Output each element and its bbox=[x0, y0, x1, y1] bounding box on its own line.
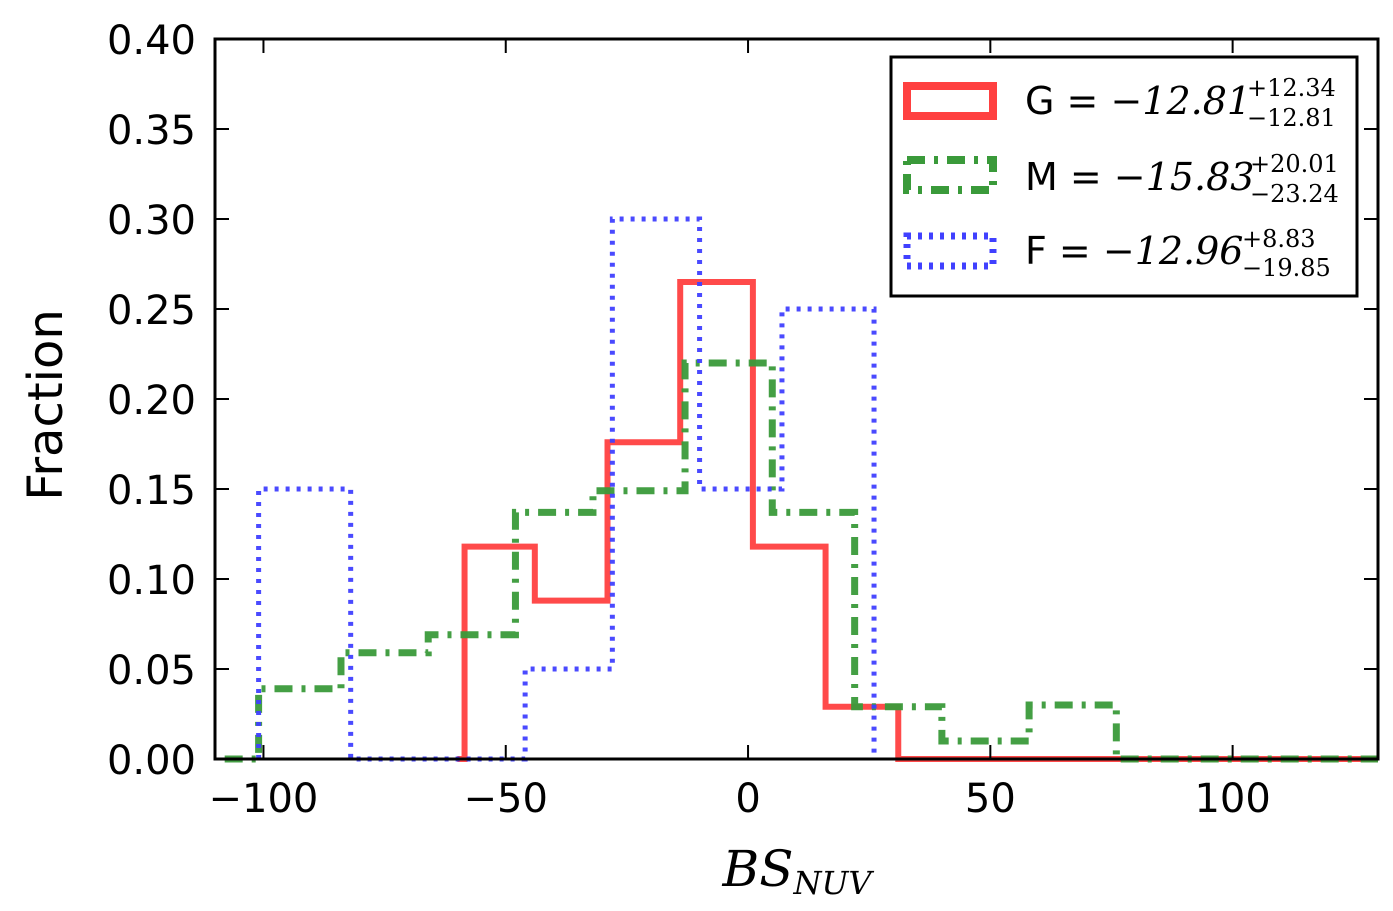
x-tick-label: 0 bbox=[735, 776, 760, 822]
legend-entry-g: G = −12.81 +12.34 −12.81 bbox=[903, 74, 1336, 132]
y-tick-label: 0.40 bbox=[107, 18, 196, 64]
y-tick-label: 0.20 bbox=[107, 378, 196, 424]
x-tick-label: 50 bbox=[965, 776, 1016, 822]
x-axis-label-subscript: NUV bbox=[792, 864, 874, 902]
legend-swatch-g bbox=[903, 82, 997, 120]
legend-label-f-sup: +8.83 bbox=[1242, 225, 1316, 253]
legend-label-g-sup: +12.34 bbox=[1247, 74, 1336, 102]
histogram-series-f bbox=[256, 216, 877, 762]
legend-label-g-value: −12.81 bbox=[1110, 79, 1251, 123]
svg-text:F = −12.96: F = −12.96 bbox=[1025, 229, 1244, 273]
legend-label-g-sub: −12.81 bbox=[1247, 104, 1336, 132]
x-axis-label: BSNUV bbox=[721, 840, 874, 902]
legend-label-f-value: −12.96 bbox=[1103, 229, 1244, 273]
legend-label-f-prefix: F = bbox=[1025, 229, 1103, 273]
tick-layer: −100 −50 0 50 100 0.00 0.05 0.10 0.15 0.20 0.25 0.3… bbox=[107, 18, 1378, 822]
y-tick-label: 0.25 bbox=[107, 288, 196, 334]
y-tick-label: 0.35 bbox=[107, 108, 196, 154]
legend-label-m-sup: +20.01 bbox=[1250, 150, 1339, 178]
x-axis-label-main: BS bbox=[721, 840, 793, 898]
x-tick-label: −100 bbox=[209, 776, 319, 822]
legend-entry-f: F = −12.96 +8.83 −19.85 bbox=[903, 225, 1331, 282]
x-tick-label: 100 bbox=[1194, 776, 1270, 822]
y-tick-label: 0.15 bbox=[107, 468, 196, 514]
histogram-series-g bbox=[457, 279, 1378, 762]
histogram-series-m bbox=[224, 359, 1378, 763]
series-layer bbox=[224, 216, 1378, 763]
legend-box bbox=[889, 55, 1359, 298]
legend-label-m-sub: −23.24 bbox=[1250, 180, 1339, 208]
legend-label-m-prefix: M = bbox=[1025, 155, 1114, 199]
y-tick-label: 0.30 bbox=[107, 198, 196, 244]
legend-label-m-value: −15.83 bbox=[1114, 155, 1255, 199]
legend-label-g-prefix: G = bbox=[1025, 79, 1110, 123]
legend-label-f-sub: −19.85 bbox=[1242, 254, 1331, 282]
y-tick-label: 0.05 bbox=[107, 648, 196, 694]
legend-swatch-m bbox=[903, 156, 997, 194]
y-axis-label: Fraction bbox=[18, 309, 74, 501]
svg-text:G = −12.81: G = −12.81 bbox=[1025, 79, 1251, 123]
y-tick-label: 0.00 bbox=[107, 738, 196, 784]
x-tick-label: −50 bbox=[464, 776, 548, 822]
y-tick-label: 0.10 bbox=[107, 558, 196, 604]
legend-swatch-f bbox=[903, 232, 997, 270]
legend-entry-m: M = −15.83 +20.01 −23.24 bbox=[903, 150, 1339, 208]
svg-text:M = −15.83: M = −15.83 bbox=[1025, 155, 1254, 199]
legend: G = −12.81 +12.34 −12.81 M = −15.83 +20.… bbox=[889, 55, 1359, 298]
